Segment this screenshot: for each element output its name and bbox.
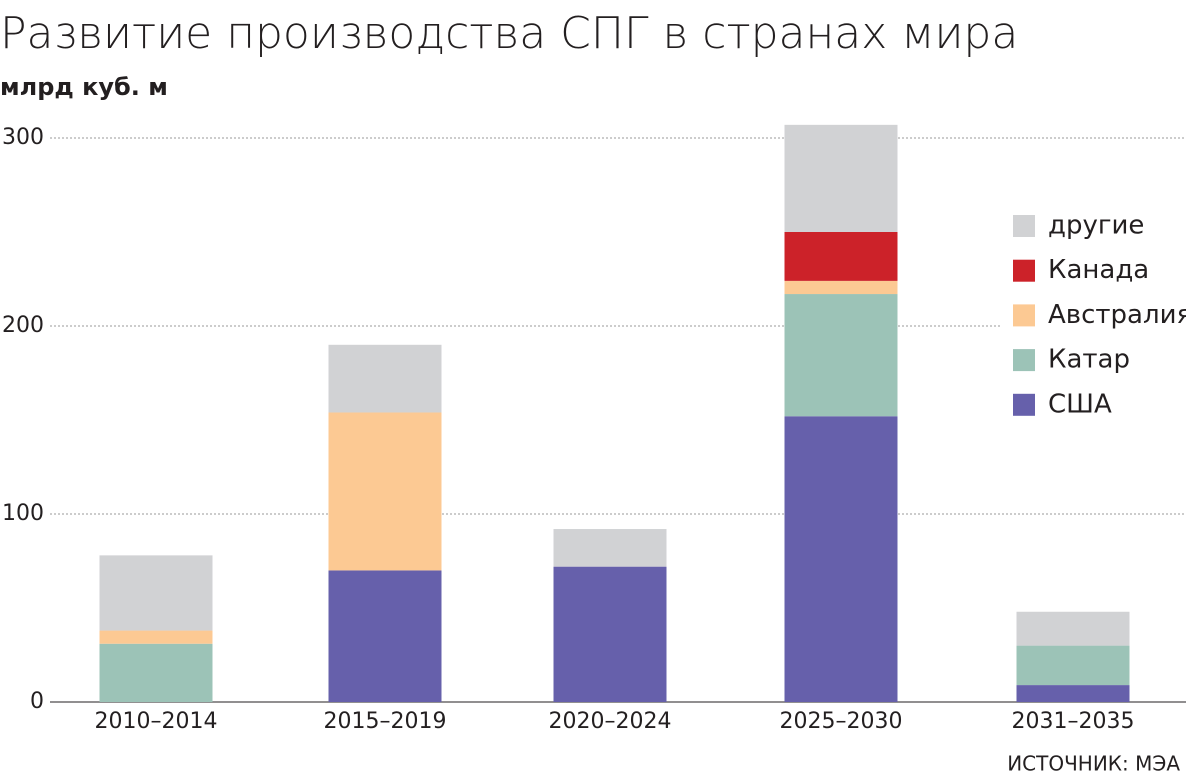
legend-swatch xyxy=(1013,215,1035,237)
bar-segment xyxy=(553,566,667,702)
y-tick-label: 300 xyxy=(2,125,44,150)
legend-label: США xyxy=(1048,389,1112,419)
bar-segment xyxy=(784,124,898,232)
y-tick-label: 200 xyxy=(2,313,44,338)
y-tick-label: 0 xyxy=(30,689,44,714)
legend-label: Катар xyxy=(1048,345,1130,375)
bar-segment xyxy=(328,412,442,571)
chart-title: Развитие производства СПГ в странах мира xyxy=(0,8,1018,59)
x-tick-label: 2031–2035 xyxy=(1012,709,1135,734)
y-tick-label: 100 xyxy=(2,501,44,526)
bar-segment xyxy=(784,232,898,281)
legend-label: Австралия xyxy=(1048,300,1186,330)
bar-segment xyxy=(784,416,898,702)
bar-segment xyxy=(99,555,213,631)
legend-swatch xyxy=(1013,349,1035,372)
bar-segment xyxy=(784,294,898,417)
bar-segment xyxy=(99,643,213,702)
bar-segment xyxy=(1016,645,1130,686)
legend-label: другие xyxy=(1048,211,1144,241)
x-tick-label: 2015–2019 xyxy=(324,709,447,734)
chart-subtitle: млрд куб. м xyxy=(0,73,168,101)
bar-segment xyxy=(784,280,898,295)
bar-segment xyxy=(553,529,667,567)
legend-swatch xyxy=(1013,304,1035,327)
bar-segment xyxy=(99,630,213,644)
bar-segment xyxy=(1016,611,1130,646)
legend-label: Канада xyxy=(1048,255,1149,285)
x-tick-label: 2020–2024 xyxy=(549,709,672,734)
legend-swatch xyxy=(1013,259,1035,282)
legend-swatch xyxy=(1013,393,1035,416)
bar-segment xyxy=(1016,685,1130,702)
bar-segment xyxy=(328,344,442,413)
source-note: ИСТОЧНИК: МЭА xyxy=(1007,752,1180,776)
x-tick-label: 2025–2030 xyxy=(780,709,903,734)
bar-segment xyxy=(328,570,442,702)
x-tick-label: 2010–2014 xyxy=(95,709,218,734)
